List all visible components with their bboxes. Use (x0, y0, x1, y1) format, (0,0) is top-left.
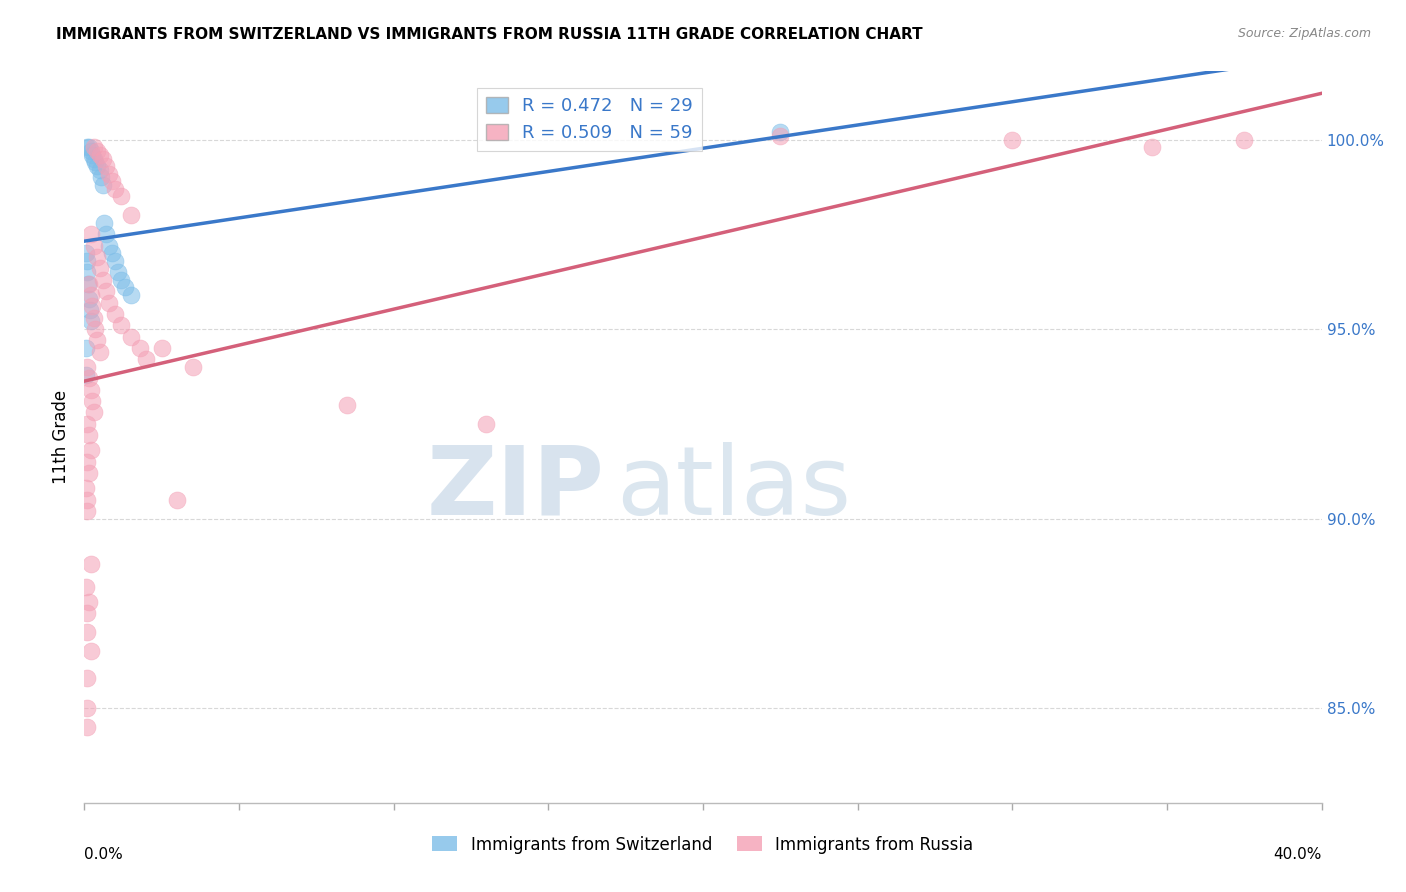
Point (76, 701, 98, 715)
Point (79, 227, 101, 242)
Point (83, 310, 105, 325)
Point (76, 455, 98, 469)
Point (110, 189, 132, 203)
Point (76, 359, 98, 374)
Point (101, 246, 124, 260)
Point (166, 492, 188, 507)
Point (83, 140, 105, 154)
Point (77, 595, 100, 609)
Point (79, 443, 101, 458)
Point (104, 307, 127, 321)
Point (79, 288, 101, 302)
Point (93, 216, 115, 230)
Point (76, 625, 98, 640)
Point (77, 277, 100, 291)
Point (89, 261, 111, 276)
Point (77, 428, 100, 442)
Text: 0.0%: 0.0% (84, 847, 124, 862)
Point (98, 238, 121, 252)
Point (110, 318, 132, 333)
Point (98, 295, 121, 310)
Point (86, 250, 108, 264)
Point (83, 238, 105, 252)
Point (89, 147, 111, 161)
Point (336, 398, 359, 412)
Point (1140, 140, 1163, 154)
Point (86, 334, 108, 348)
Point (129, 341, 152, 355)
Point (76, 504, 98, 518)
Point (94, 159, 117, 173)
Point (104, 253, 127, 268)
Point (181, 359, 204, 374)
Text: Source: ZipAtlas.com: Source: ZipAtlas.com (1237, 27, 1371, 40)
Point (1001, 132, 1024, 146)
Point (101, 174, 124, 188)
Point (114, 280, 136, 294)
Point (76, 671, 98, 685)
Point (77, 371, 100, 385)
Point (75, 246, 97, 260)
Point (82, 299, 104, 313)
Point (98, 167, 121, 181)
Point (120, 329, 142, 343)
Legend: Immigrants from Switzerland, Immigrants from Russia: Immigrants from Switzerland, Immigrants … (426, 829, 980, 860)
Point (107, 265, 129, 279)
Point (76, 607, 98, 621)
Point (75, 481, 97, 495)
Text: atlas: atlas (616, 442, 852, 535)
Point (77, 466, 100, 480)
Point (76, 140, 98, 154)
Point (79, 303, 101, 318)
Point (79, 644, 101, 658)
Point (76, 265, 98, 279)
Point (110, 273, 132, 287)
Point (91, 273, 114, 287)
Point (76, 253, 98, 268)
Point (89, 344, 111, 359)
Point (77, 292, 100, 306)
Point (94, 227, 117, 242)
Point (769, 125, 792, 139)
Point (120, 208, 142, 222)
Text: 40.0%: 40.0% (1274, 847, 1322, 862)
Point (94, 284, 117, 298)
Point (83, 152, 105, 166)
Point (86, 144, 108, 158)
Point (76, 417, 98, 431)
Point (150, 341, 173, 355)
Point (76, 492, 98, 507)
Point (79, 557, 101, 571)
Point (90, 170, 112, 185)
Point (75, 368, 97, 382)
Point (75, 341, 97, 355)
Point (120, 288, 142, 302)
Y-axis label: 11th Grade: 11th Grade (52, 390, 70, 484)
Point (79, 383, 101, 397)
Point (77, 277, 100, 291)
Point (89, 162, 111, 177)
Point (80, 314, 103, 328)
Point (84, 322, 107, 336)
Point (79, 144, 101, 158)
Text: ZIP: ZIP (426, 442, 605, 535)
Point (84, 155, 107, 169)
Point (91, 178, 114, 192)
Point (91, 152, 114, 166)
Point (83, 405, 105, 419)
Text: IMMIGRANTS FROM SWITZERLAND VS IMMIGRANTS FROM RUSSIA 11TH GRADE CORRELATION CHA: IMMIGRANTS FROM SWITZERLAND VS IMMIGRANT… (56, 27, 922, 42)
Point (82, 147, 104, 161)
Point (86, 159, 108, 173)
Point (104, 182, 127, 196)
Point (1233, 132, 1256, 146)
Point (77, 140, 100, 154)
Point (82, 394, 104, 409)
Point (475, 417, 498, 431)
Point (76, 720, 98, 734)
Point (769, 128, 792, 143)
Point (135, 352, 157, 367)
Point (75, 580, 97, 594)
